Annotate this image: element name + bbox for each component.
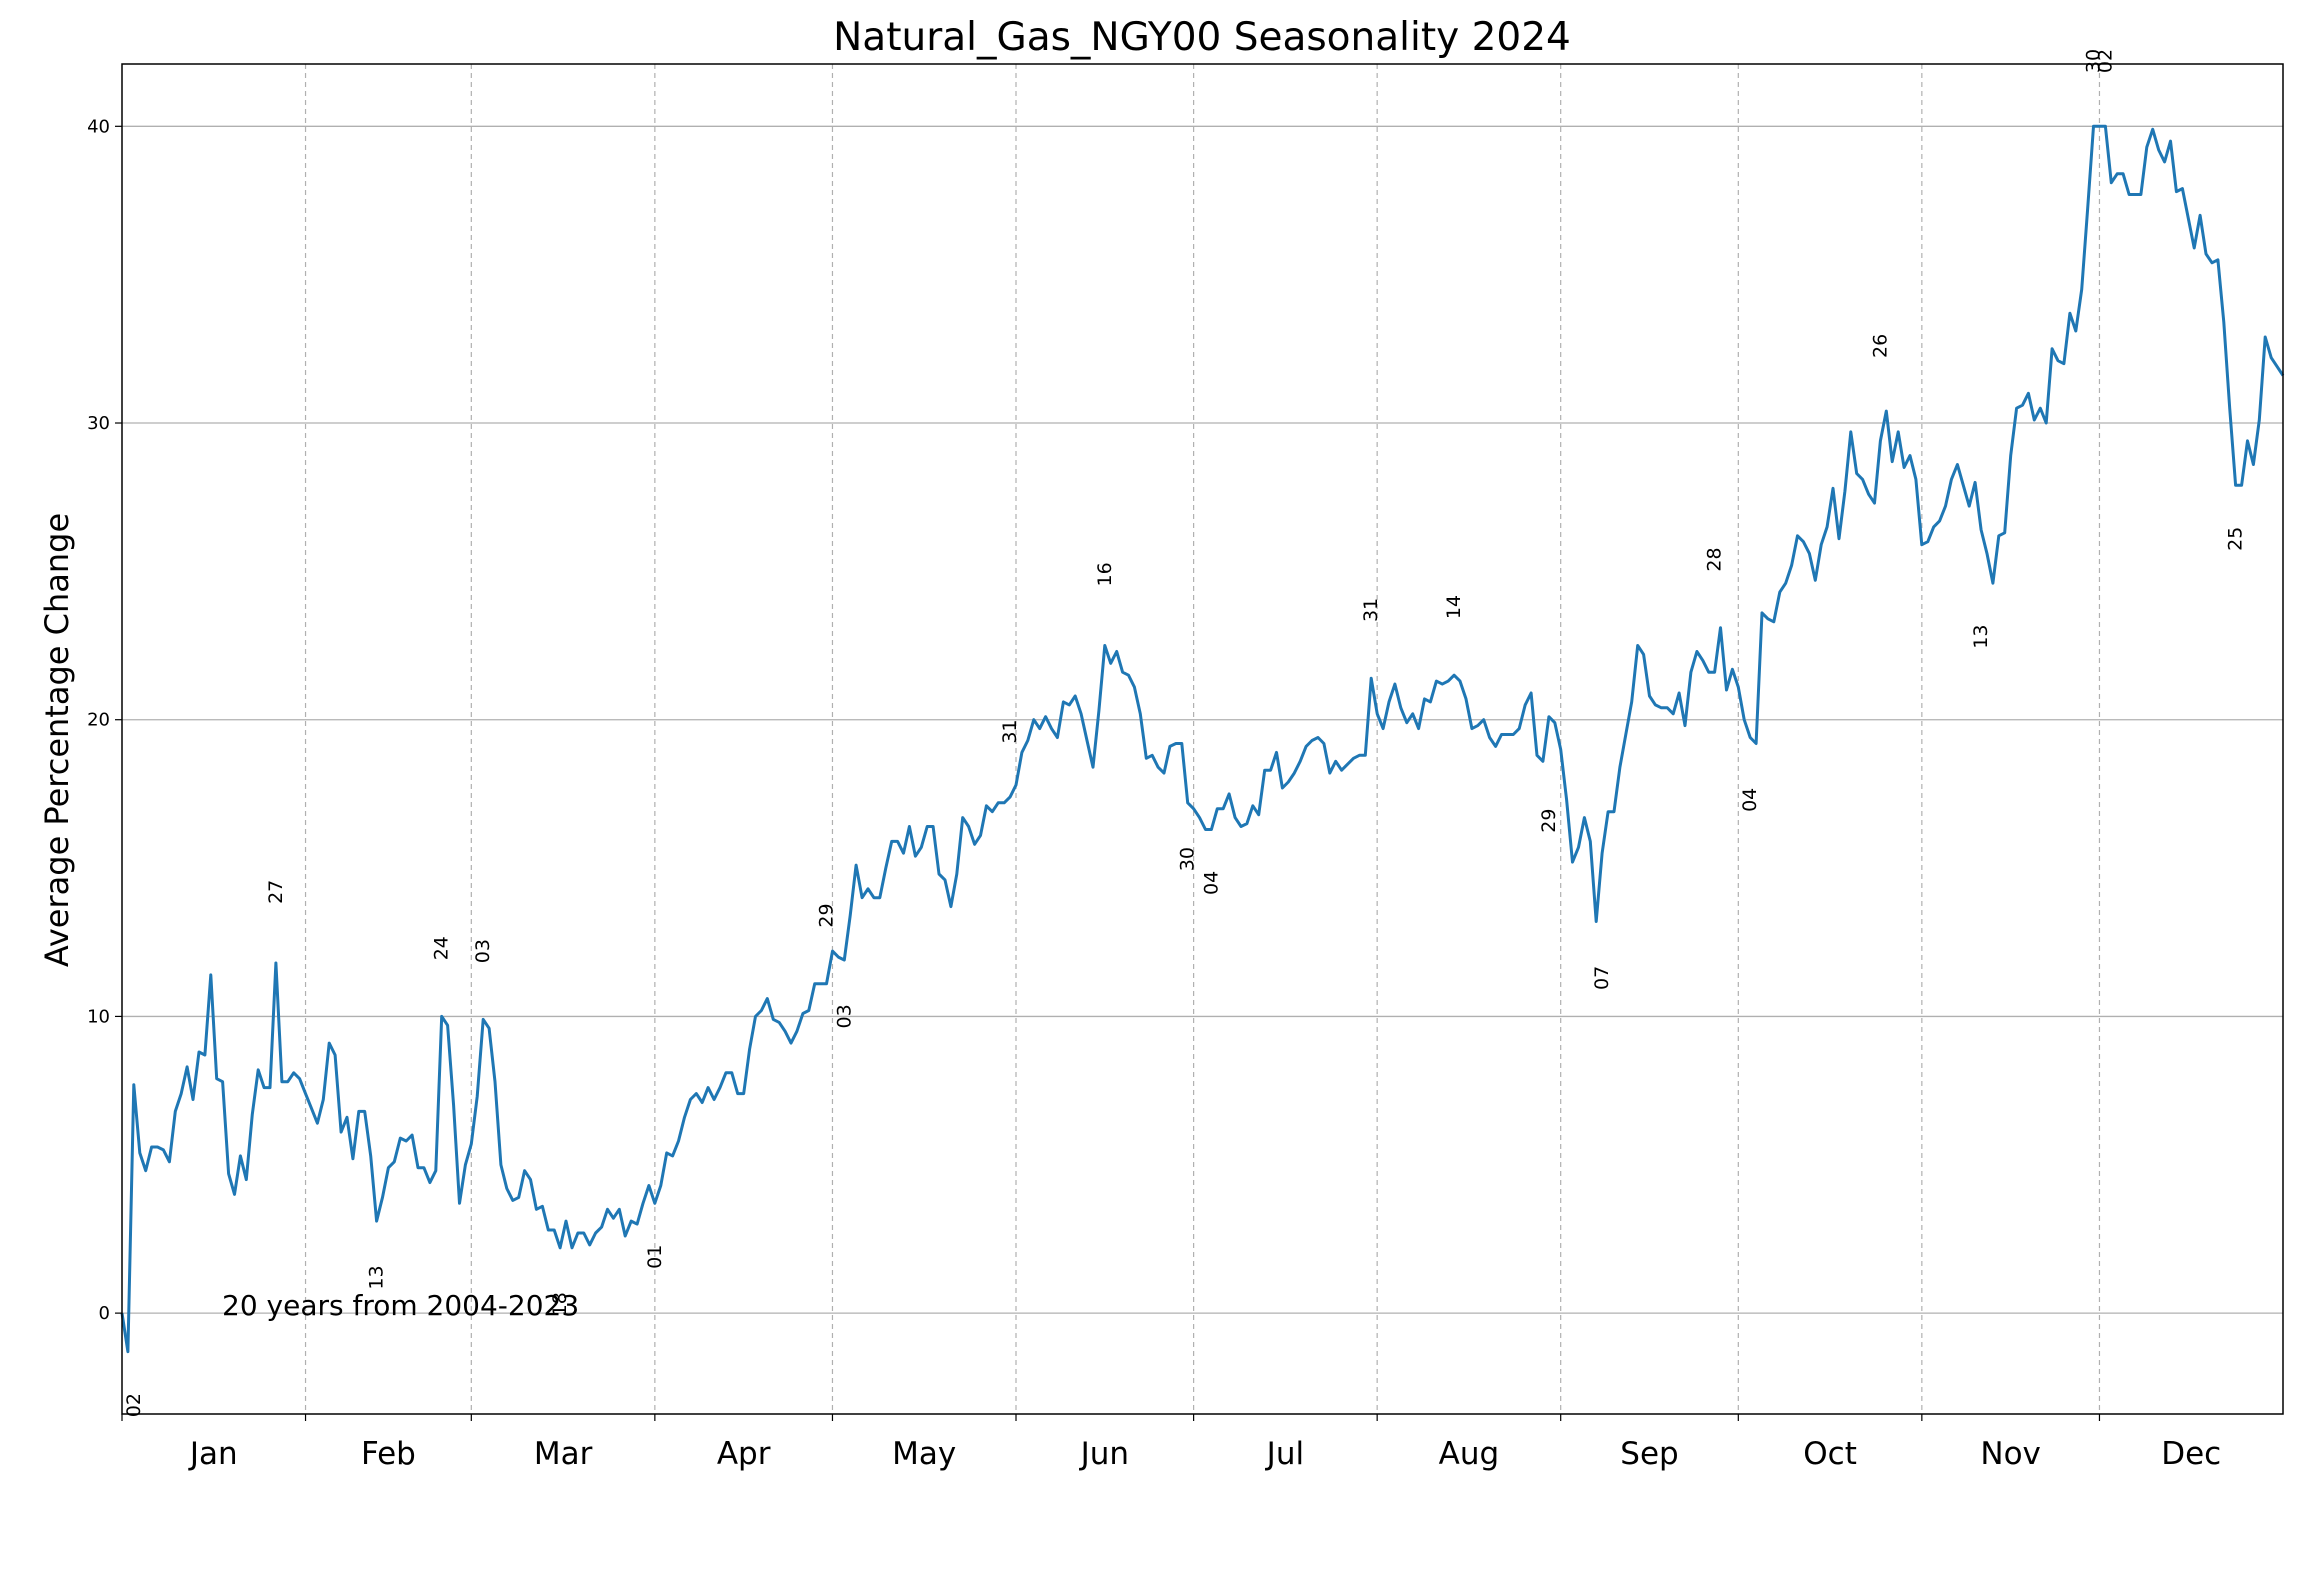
- day-label: 29: [1538, 808, 1560, 832]
- day-label: 30: [2083, 49, 2105, 73]
- series-line: [120, 124, 2285, 1354]
- day-label: 27: [265, 880, 287, 904]
- day-label: 13: [366, 1265, 388, 1289]
- day-label: 28: [1704, 547, 1726, 571]
- y-tick-label: 20: [87, 710, 110, 731]
- day-label: 14: [1443, 595, 1465, 619]
- chart-annotation: 20 years from 2004-2023: [222, 1289, 579, 1322]
- month-label: Jan: [188, 1436, 238, 1472]
- day-label: 07: [1591, 966, 1613, 990]
- day-label: 31: [999, 719, 1021, 743]
- day-label: 03: [833, 1004, 855, 1028]
- day-label: 01: [644, 1245, 666, 1269]
- month-label: Jun: [1079, 1436, 1129, 1472]
- day-label: 04: [1200, 871, 1222, 895]
- day-label: 13: [1970, 625, 1992, 649]
- day-label: 31: [1360, 598, 1382, 622]
- day-label: 29: [816, 903, 838, 927]
- month-label: Aug: [1439, 1436, 1500, 1472]
- month-label: Sep: [1620, 1436, 1678, 1472]
- month-label: Dec: [2161, 1436, 2221, 1472]
- day-label: 24: [431, 936, 453, 960]
- day-label: 03: [472, 939, 494, 963]
- day-label: 16: [1094, 562, 1116, 586]
- month-label: Nov: [1980, 1436, 2041, 1472]
- y-tick-label: 0: [99, 1303, 110, 1324]
- plot-frame: [121, 63, 2284, 1415]
- series-layer: [120, 124, 2285, 1354]
- month-label: Oct: [1803, 1436, 1857, 1472]
- y-axis-label: Average Percentage Change: [38, 513, 76, 967]
- y-tick-label: 40: [87, 116, 110, 137]
- day-label: 30: [1177, 847, 1199, 871]
- gridlines: [122, 64, 2283, 1414]
- day-label: 26: [1869, 334, 1891, 358]
- y-tick-label: 10: [87, 1006, 110, 1027]
- x-axis: Jan Feb Mar Apr May Jun Jul Aug Sep Oct Nov Dec: [121, 1414, 2221, 1472]
- month-label: Feb: [361, 1436, 416, 1472]
- day-label: 04: [1739, 788, 1761, 812]
- y-tick-label: 30: [87, 413, 110, 434]
- month-label: Mar: [534, 1436, 593, 1472]
- month-label: Apr: [717, 1436, 771, 1472]
- day-label: 25: [2225, 527, 2247, 551]
- chart-title: Natural_Gas_NGY00 Seasonality 2024: [833, 15, 1571, 60]
- day-label: 02: [2094, 49, 2116, 73]
- month-label: Jul: [1265, 1436, 1304, 1472]
- month-label: May: [892, 1436, 956, 1472]
- y-axis: 0 10 20 30 40: [87, 116, 122, 1324]
- day-label: 02: [123, 1393, 145, 1417]
- day-label: 18: [549, 1292, 571, 1316]
